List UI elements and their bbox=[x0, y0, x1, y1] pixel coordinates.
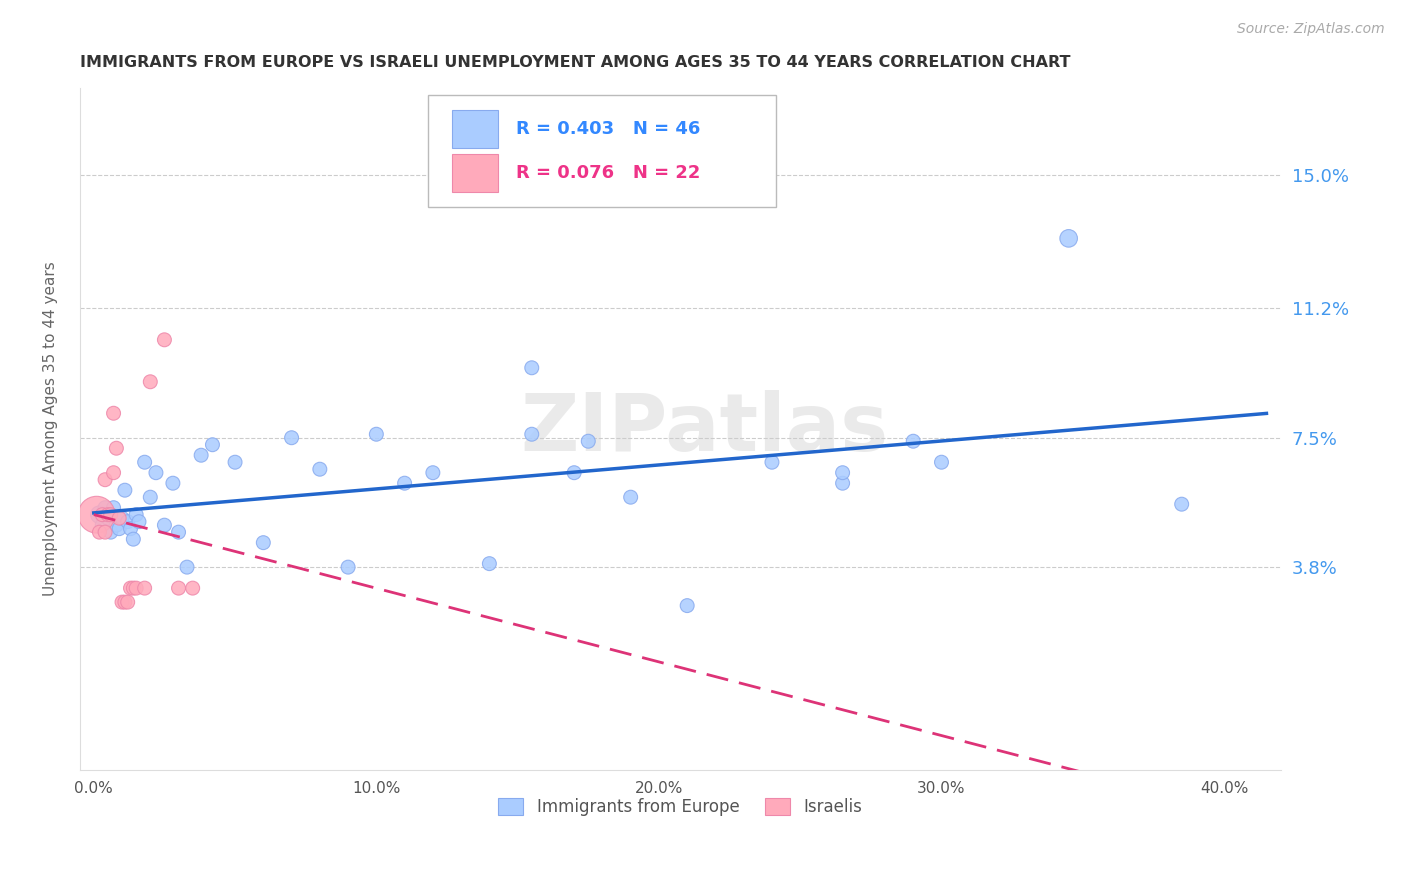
FancyBboxPatch shape bbox=[451, 154, 498, 192]
Point bbox=[128, 515, 150, 529]
Point bbox=[111, 595, 134, 609]
Point bbox=[94, 500, 117, 515]
Point bbox=[105, 441, 128, 455]
Point bbox=[201, 438, 224, 452]
Point bbox=[125, 581, 148, 595]
Point bbox=[620, 490, 643, 504]
Text: R = 0.403   N = 46: R = 0.403 N = 46 bbox=[516, 120, 700, 138]
Point bbox=[520, 427, 543, 442]
Point bbox=[117, 515, 139, 529]
Point bbox=[89, 525, 111, 540]
Point bbox=[103, 500, 125, 515]
Point bbox=[1170, 497, 1192, 511]
Point bbox=[111, 511, 134, 525]
Point bbox=[134, 581, 156, 595]
Point bbox=[252, 535, 274, 549]
Point bbox=[120, 522, 142, 536]
Text: IMMIGRANTS FROM EUROPE VS ISRAELI UNEMPLOYMENT AMONG AGES 35 TO 44 YEARS CORRELA: IMMIGRANTS FROM EUROPE VS ISRAELI UNEMPL… bbox=[80, 55, 1070, 70]
Point bbox=[89, 508, 111, 522]
Point bbox=[167, 525, 190, 540]
Point bbox=[94, 525, 117, 540]
Legend: Immigrants from Europe, Israelis: Immigrants from Europe, Israelis bbox=[492, 791, 869, 823]
Point bbox=[103, 466, 125, 480]
Y-axis label: Unemployment Among Ages 35 to 44 years: Unemployment Among Ages 35 to 44 years bbox=[44, 261, 58, 597]
Point bbox=[94, 473, 117, 487]
Point bbox=[103, 406, 125, 420]
Point bbox=[108, 522, 131, 536]
Point bbox=[100, 508, 122, 522]
Point bbox=[422, 466, 444, 480]
Point bbox=[181, 581, 204, 595]
Point bbox=[308, 462, 330, 476]
Point bbox=[108, 511, 131, 525]
Point bbox=[903, 434, 925, 449]
Point bbox=[1057, 231, 1080, 245]
Point bbox=[97, 508, 120, 522]
Point bbox=[520, 360, 543, 375]
Point bbox=[478, 557, 501, 571]
Text: ZIPatlas: ZIPatlas bbox=[520, 390, 889, 468]
Point bbox=[134, 455, 156, 469]
Point bbox=[337, 560, 360, 574]
Point bbox=[280, 431, 302, 445]
Point bbox=[139, 375, 162, 389]
Point bbox=[190, 448, 212, 462]
Point bbox=[831, 476, 853, 491]
Point bbox=[176, 560, 198, 574]
Point bbox=[114, 483, 136, 498]
Point bbox=[114, 595, 136, 609]
Point bbox=[91, 508, 114, 522]
Point bbox=[145, 466, 167, 480]
Point bbox=[117, 595, 139, 609]
Point bbox=[153, 333, 176, 347]
FancyBboxPatch shape bbox=[451, 110, 498, 148]
Point bbox=[931, 455, 953, 469]
Point bbox=[120, 581, 142, 595]
Point bbox=[761, 455, 783, 469]
Point bbox=[86, 508, 108, 522]
Point bbox=[562, 466, 585, 480]
Point bbox=[122, 532, 145, 546]
Point bbox=[224, 455, 246, 469]
Point bbox=[122, 581, 145, 595]
Point bbox=[576, 434, 599, 449]
Point bbox=[97, 511, 120, 525]
Text: R = 0.076   N = 22: R = 0.076 N = 22 bbox=[516, 164, 700, 182]
Text: Source: ZipAtlas.com: Source: ZipAtlas.com bbox=[1237, 22, 1385, 37]
Point bbox=[153, 518, 176, 533]
Point bbox=[167, 581, 190, 595]
Point bbox=[139, 490, 162, 504]
Point bbox=[394, 476, 416, 491]
Point bbox=[162, 476, 184, 491]
Point bbox=[676, 599, 699, 613]
Point bbox=[100, 525, 122, 540]
Point bbox=[831, 466, 853, 480]
Point bbox=[105, 518, 128, 533]
Point bbox=[366, 427, 388, 442]
FancyBboxPatch shape bbox=[427, 95, 776, 207]
Point bbox=[125, 508, 148, 522]
Point bbox=[91, 518, 114, 533]
